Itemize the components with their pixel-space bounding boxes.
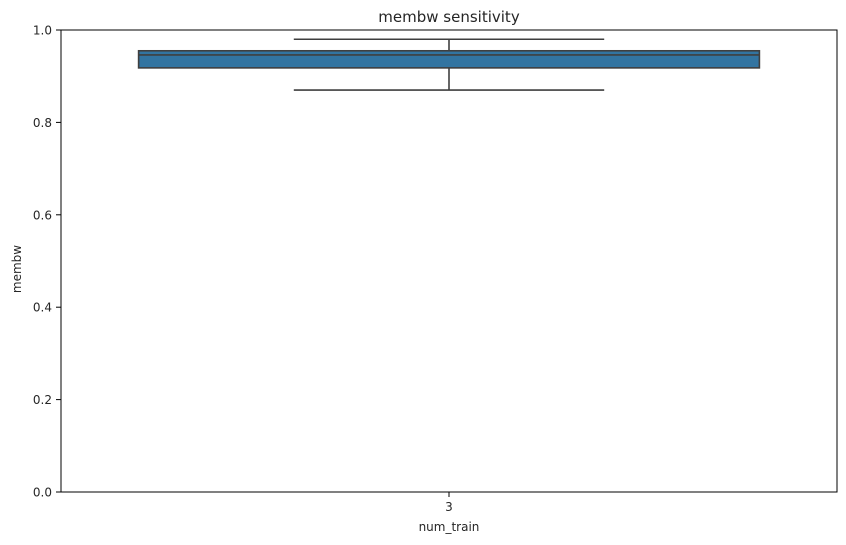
y-tick-label: 1.0 (33, 24, 52, 38)
y-tick-label: 0.8 (33, 116, 52, 130)
chart-title: membw sensitivity (378, 8, 520, 26)
y-tick-label: 0.4 (33, 301, 52, 315)
y-tick-label: 0.6 (33, 208, 52, 222)
plot-area: 0.0 0.2 0.4 0.6 0.8 1.0 3 (33, 24, 761, 514)
y-tick-label: 0.2 (33, 393, 52, 407)
x-axis-label: num_train (419, 520, 480, 534)
x-tick-label: 3 (445, 500, 453, 514)
plot-frame (60, 29, 838, 493)
y-axis-label: membw (10, 245, 24, 293)
box-iqr (137, 49, 761, 69)
y-tick-label: 0.0 (33, 486, 52, 500)
